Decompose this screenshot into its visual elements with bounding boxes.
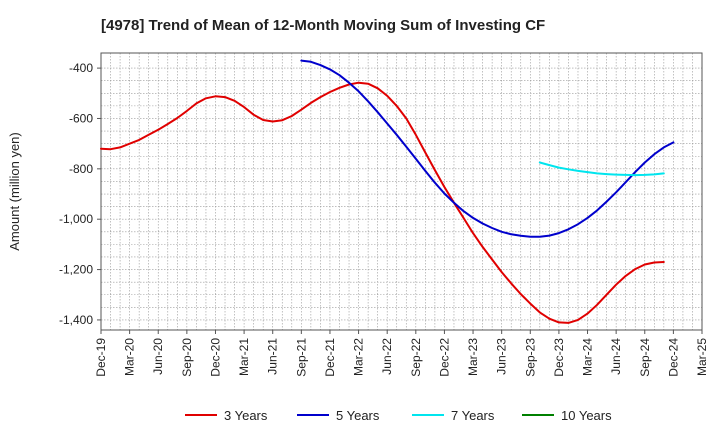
legend-label: 5 Years: [336, 408, 380, 423]
x-tick-label: Sep-20: [180, 338, 194, 377]
series-line-7-years: [538, 161, 665, 177]
x-tick-label: Sep-22: [409, 338, 423, 377]
y-axis-label: Amount (million yen): [7, 132, 22, 251]
x-tick-label: Mar-24: [581, 338, 595, 376]
legend: 3 Years 5 Years 7 Years 10 Years: [185, 408, 612, 423]
legend-label: 3 Years: [224, 408, 268, 423]
series-line-5-years: [300, 59, 675, 238]
series-lines: [100, 59, 675, 324]
y-tick-label: -800: [69, 162, 93, 176]
x-tick-label: Dec-23: [552, 338, 566, 377]
y-axis-ticks: -400 -600 -800 -1,000 -1,200 -1,400: [59, 61, 101, 327]
x-tick-label: Dec-24: [666, 338, 680, 377]
y-tick-label: -1,000: [59, 212, 93, 226]
series-line-3-years: [100, 81, 665, 324]
x-tick-label: Mar-22: [352, 338, 366, 376]
x-axis-ticks: Dec-19 Mar-20 Jun-20 Sep-20 Dec-20 Mar-21 Jun-…: [94, 330, 709, 377]
x-tick-label: Sep-21: [294, 338, 308, 377]
plot-area: [101, 53, 702, 330]
x-tick-label: Jun-21: [266, 338, 280, 375]
x-tick-label: Jun-24: [609, 338, 623, 375]
x-tick-label: Dec-20: [208, 338, 222, 377]
x-tick-label: Dec-19: [94, 338, 108, 377]
y-tick-label: -1,200: [59, 263, 93, 277]
x-tick-label: Mar-25: [695, 338, 709, 376]
x-tick-label: Mar-21: [237, 338, 251, 376]
x-tick-label: Jun-22: [380, 338, 394, 375]
chart-title: [4978] Trend of Mean of 12-Month Moving …: [101, 17, 545, 34]
x-tick-label: Jun-23: [495, 338, 509, 375]
x-tick-label: Jun-20: [151, 338, 165, 375]
x-tick-label: Dec-22: [437, 338, 451, 377]
legend-label: 7 Years: [451, 408, 495, 423]
y-tick-label: -1,400: [59, 313, 93, 327]
x-tick-label: Dec-21: [323, 338, 337, 377]
legend-label: 10 Years: [561, 408, 612, 423]
y-tick-label: -600: [69, 111, 93, 125]
y-tick-label: -400: [69, 61, 93, 75]
x-tick-label: Mar-20: [123, 338, 137, 376]
x-tick-label: Sep-24: [638, 338, 652, 377]
x-tick-label: Sep-23: [523, 338, 537, 377]
plot-frame: [100, 52, 703, 331]
x-tick-label: Mar-23: [466, 338, 480, 376]
